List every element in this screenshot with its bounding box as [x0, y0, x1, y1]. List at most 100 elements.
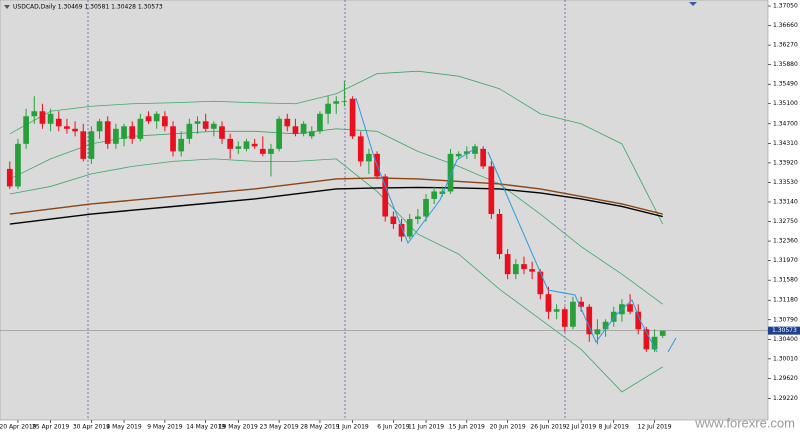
candle-body	[153, 113, 160, 122]
candle-body	[15, 143, 21, 187]
candle-body	[317, 113, 323, 132]
indicator-line	[9, 186, 663, 225]
candle-body	[88, 131, 95, 159]
candle-body	[496, 214, 503, 255]
x-tick-label: 8 Jul 2019	[599, 424, 629, 431]
candle-body	[415, 216, 421, 220]
trend-line	[487, 151, 658, 353]
candle-body	[463, 151, 470, 154]
trend-line	[355, 97, 477, 245]
candle-body	[284, 118, 291, 127]
candle-body	[594, 329, 601, 335]
candle-body	[357, 136, 364, 162]
candle-body	[227, 138, 234, 149]
candle-body	[431, 191, 438, 199]
candle-body	[610, 311, 617, 322]
candle-body	[635, 311, 642, 330]
candle-body	[292, 126, 299, 134]
candle-body	[423, 198, 429, 217]
candle-body	[129, 126, 136, 139]
candle-body	[627, 304, 633, 312]
candle-body	[586, 306, 593, 335]
y-tick-label: 1.30400	[773, 336, 798, 343]
candle-body	[480, 148, 487, 167]
candle-body	[96, 121, 103, 132]
candle-body	[651, 336, 658, 350]
y-tick-label: 1.35100	[773, 100, 798, 107]
y-tick-label: 1.31180	[773, 297, 798, 304]
x-tick-label: 9 May 2019	[147, 424, 182, 431]
candle-body	[80, 131, 87, 159]
candle-body	[504, 254, 511, 275]
candle-body	[602, 321, 609, 330]
y-tick-label: 1.35880	[773, 61, 798, 68]
y-tick-label: 1.33920	[773, 159, 798, 166]
candle-body	[137, 118, 144, 139]
candle-body	[349, 98, 356, 137]
y-tick-label: 1.29220	[773, 395, 798, 402]
candle-body	[104, 121, 111, 144]
scroll-marker	[689, 2, 697, 6]
candle-body	[333, 101, 340, 104]
candle-body	[529, 269, 535, 272]
x-tick-label: 19 May 2019	[219, 424, 258, 431]
x-tick-label: 20 Jun 2019	[490, 424, 526, 431]
candle-body	[243, 141, 250, 149]
candle-body	[398, 224, 405, 237]
candle-body	[6, 168, 13, 187]
candle-body	[31, 111, 38, 117]
candle-body	[162, 116, 168, 127]
candle-body	[276, 118, 282, 149]
y-tick-label: 1.32360	[773, 238, 798, 245]
x-tick-label: 30 Apr 2019	[73, 424, 110, 431]
x-tick-label: 1 Jun 2019	[336, 424, 368, 431]
y-tick-label: 1.31970	[773, 257, 798, 264]
candle-body	[47, 113, 54, 124]
candle-body	[447, 153, 454, 192]
x-tick-label: 12 Jul 2019	[638, 424, 672, 431]
candle-body	[488, 166, 495, 215]
candle-body	[521, 264, 527, 270]
candle-body	[406, 219, 413, 237]
candle-body	[186, 123, 193, 139]
candle-body	[39, 111, 46, 124]
candle-body	[259, 148, 266, 154]
x-tick-label: 28 May 2019	[300, 424, 339, 431]
y-tick-label: 1.31580	[773, 277, 798, 284]
y-tick-label: 1.36270	[773, 42, 798, 49]
x-tick-label: 2 Jul 2019	[566, 424, 596, 431]
y-tick-label: 1.30790	[773, 316, 798, 323]
y-tick-label: 1.30010	[773, 355, 798, 362]
candle-body	[251, 143, 258, 147]
trend-line	[667, 337, 677, 353]
marks	[0, 70, 768, 393]
candle-body	[170, 126, 176, 152]
candle-body	[308, 131, 315, 137]
candle-body	[113, 128, 119, 144]
chart-title: USDCAD,Daily 1.30469 1.30581 1.30428 1.3…	[13, 4, 163, 11]
y-tick-label: 1.29620	[773, 375, 798, 382]
candle-body	[643, 329, 650, 350]
candle-body	[439, 191, 446, 194]
current-price-box	[768, 326, 800, 335]
current-price-label: 1.30573	[772, 327, 797, 334]
candle-body	[72, 128, 78, 132]
candle-body	[121, 126, 127, 139]
candle-body	[512, 264, 519, 275]
candle-body	[300, 123, 307, 134]
candle-body	[202, 121, 209, 129]
candle-body	[23, 116, 29, 144]
candle-body	[659, 330, 666, 336]
candle-body	[553, 309, 560, 312]
indicator-line	[9, 70, 664, 225]
x-tick-label: 26 Jun 2019	[530, 424, 566, 431]
candle-body	[537, 271, 544, 295]
candle-body	[219, 126, 225, 139]
candle-body	[570, 301, 576, 327]
candle-body	[194, 121, 201, 124]
y-tick-label: 1.36660	[773, 22, 798, 29]
x-tick-label: 6 Jun 2019	[377, 424, 409, 431]
x-tick-label: 25 Apr 2019	[32, 424, 69, 431]
watermark: www.forexre.com	[694, 415, 795, 430]
